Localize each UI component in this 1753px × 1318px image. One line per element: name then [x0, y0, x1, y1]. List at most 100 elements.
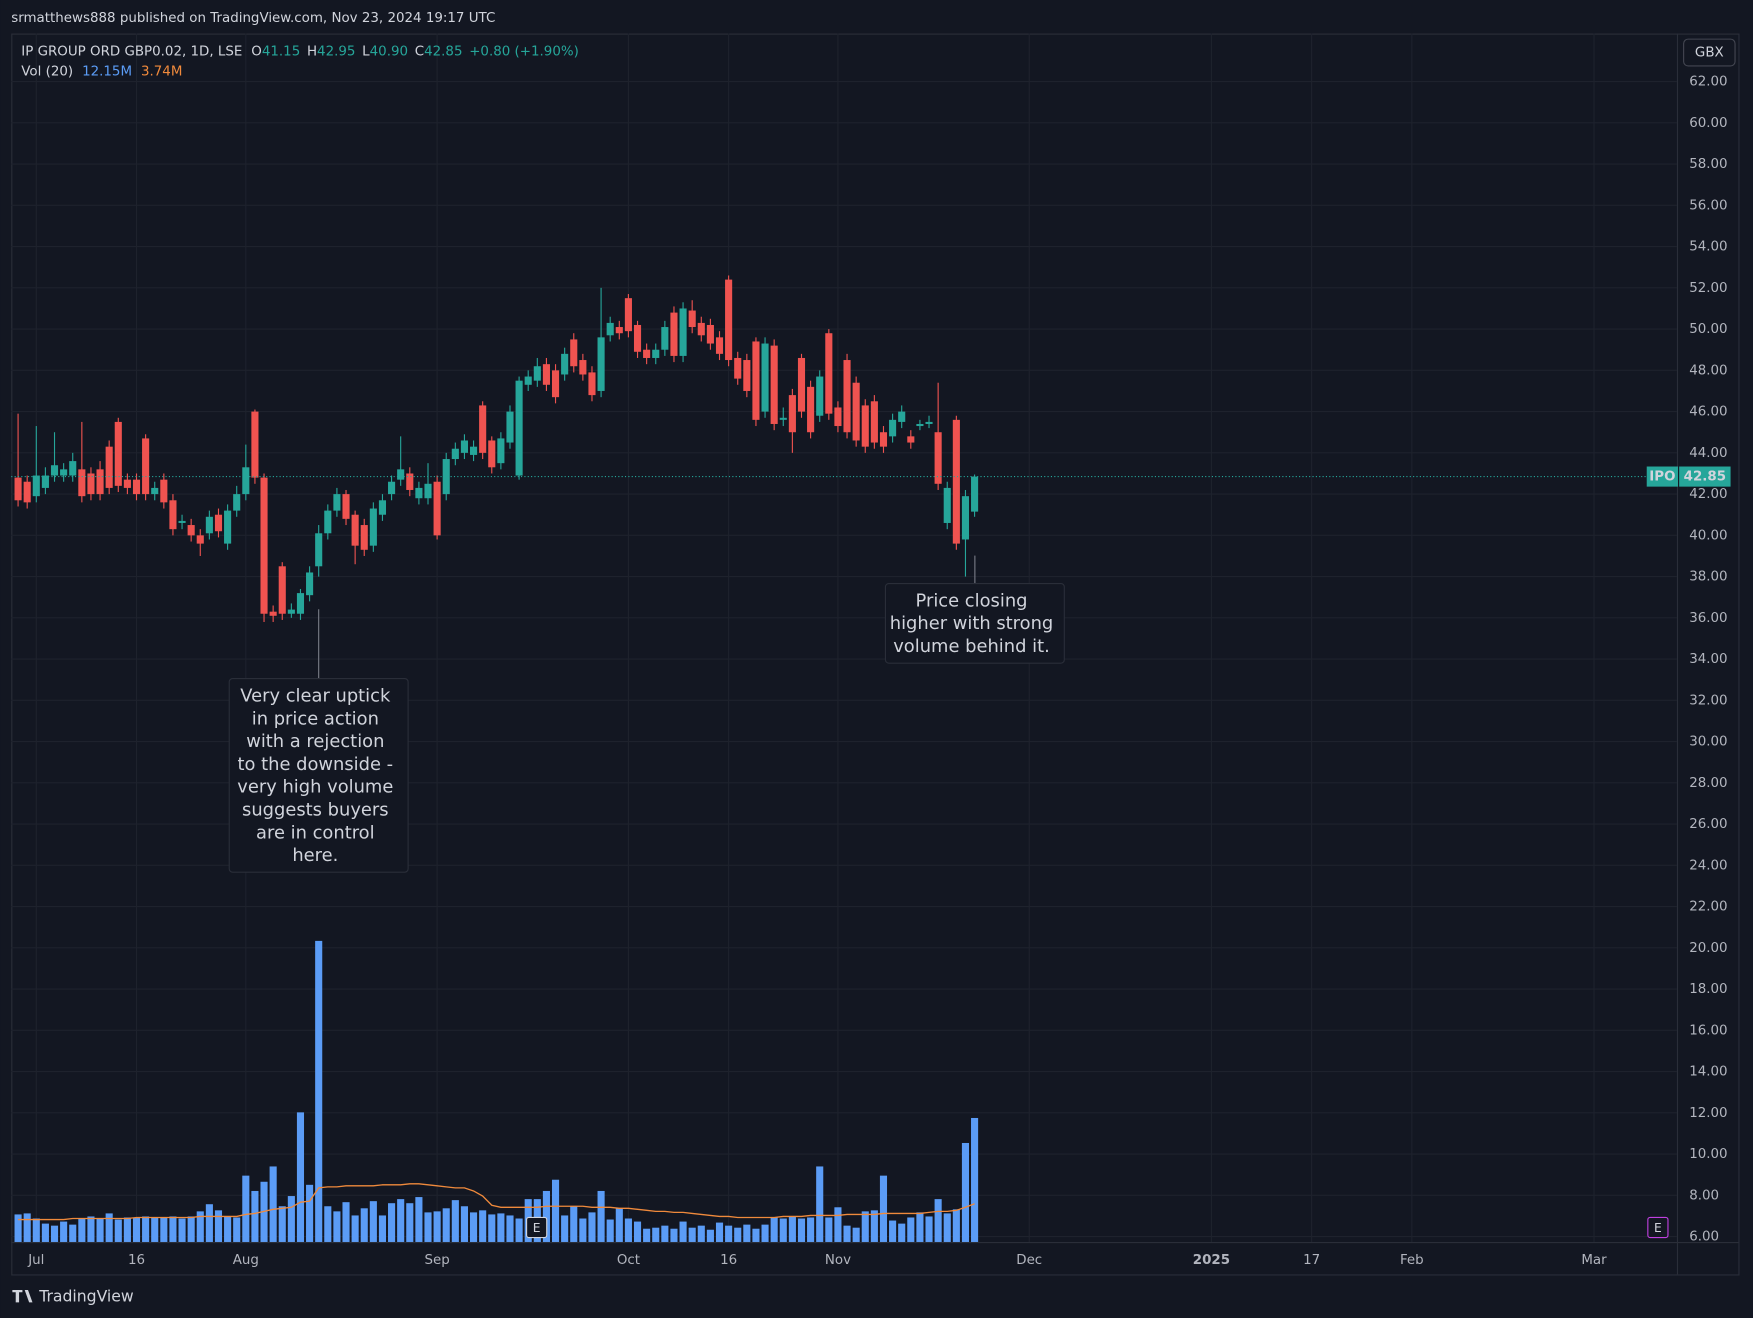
annotation-text: very high volume	[237, 777, 393, 798]
volume-bar	[23, 1213, 31, 1242]
candle-body	[470, 446, 478, 455]
volume-bar	[551, 1179, 560, 1242]
annotation-text: with a rejection	[246, 731, 384, 752]
candle-body	[579, 360, 587, 375]
candle-body	[415, 487, 423, 499]
candle-body	[60, 469, 68, 476]
y-tick-label: 16.00	[1689, 1023, 1727, 1038]
candle-body	[397, 469, 405, 480]
volume-bar	[78, 1218, 86, 1242]
candle-body	[770, 345, 778, 424]
candle-body	[151, 487, 159, 495]
candle-body	[734, 357, 742, 379]
volume-bar	[169, 1216, 177, 1242]
volume-bar	[661, 1225, 669, 1242]
volume-bar	[424, 1212, 432, 1242]
candle-body	[260, 477, 268, 614]
unit-box[interactable]	[1683, 38, 1736, 67]
ohlc-key: L	[362, 44, 370, 59]
volume-bar	[879, 1175, 888, 1242]
annotation-box	[884, 582, 1065, 664]
y-tick-label: 24.00	[1689, 858, 1727, 873]
grid	[11, 33, 1677, 1242]
candle-body	[615, 327, 623, 334]
candle-body	[369, 508, 377, 546]
candle-body	[315, 533, 323, 567]
candle-body	[251, 411, 259, 478]
candle-body	[779, 417, 787, 420]
volume-bar	[907, 1217, 915, 1242]
candle-body	[879, 432, 888, 447]
volume-bar	[688, 1227, 696, 1242]
volume-bar	[315, 940, 323, 1242]
ohlc-key: C	[415, 44, 424, 59]
volume-bar	[633, 1221, 642, 1242]
volume-bar	[761, 1224, 769, 1242]
volume-bar	[360, 1208, 368, 1242]
annotation-text: volume behind it.	[893, 636, 1050, 657]
x-tick-label: Nov	[825, 1253, 851, 1268]
candle-body	[132, 479, 141, 495]
price-badge-label: 42.85	[1684, 470, 1726, 485]
candle-body	[916, 423, 924, 427]
candle-body	[834, 407, 842, 427]
annotation-text: here.	[292, 845, 338, 866]
volume-bar	[69, 1224, 77, 1242]
volume-bar	[351, 1215, 359, 1242]
candle-body	[388, 481, 396, 495]
candle-body	[497, 438, 505, 464]
x-tick-label: Sep	[424, 1253, 449, 1268]
volume-bar	[287, 1196, 295, 1242]
volume-bar	[788, 1216, 796, 1242]
volume-bar	[205, 1204, 213, 1242]
candle-body	[925, 421, 933, 424]
volume-bar	[861, 1211, 869, 1242]
candle-body	[342, 494, 350, 519]
candle-body	[971, 476, 979, 512]
candle-body	[50, 465, 59, 476]
candle-body	[96, 469, 104, 495]
volume-bar	[679, 1221, 687, 1242]
unit-label: GBX	[1695, 46, 1724, 61]
candle-body	[32, 475, 40, 497]
candle-body	[843, 360, 851, 433]
candle-body	[196, 535, 204, 544]
candle-body	[351, 514, 359, 546]
volume-bar	[306, 1184, 314, 1242]
volume-bar	[624, 1218, 632, 1242]
volume-bar	[160, 1217, 168, 1242]
ohlc-value: 42.85	[424, 44, 462, 59]
candle-body	[679, 308, 687, 356]
candle-body	[661, 327, 669, 350]
volume-bar	[561, 1215, 569, 1242]
volume-bar	[442, 1208, 450, 1242]
volume-bar	[743, 1224, 751, 1242]
volume-bar	[770, 1217, 778, 1242]
y-tick-label: 56.00	[1689, 198, 1727, 213]
candle-body	[123, 479, 131, 488]
ohlc-key: O	[251, 44, 262, 59]
candle-body	[178, 520, 186, 523]
candle-body	[952, 419, 960, 544]
ohlc: O41.15 H42.95 L40.90 C42.85	[251, 44, 462, 59]
brand-logo	[12, 1290, 33, 1303]
volume-bar	[725, 1225, 733, 1242]
volume-bar	[952, 1209, 960, 1242]
volume-bar	[834, 1207, 842, 1242]
candle-body	[542, 364, 550, 385]
x-tick-label: 16	[128, 1253, 145, 1268]
candle-body	[460, 440, 468, 453]
y-tick-label: 14.00	[1689, 1065, 1727, 1080]
candle-body	[898, 411, 906, 422]
candle-body	[41, 475, 49, 488]
ma-last: 3.74M	[141, 65, 182, 80]
candle-body	[360, 525, 368, 550]
volume-bar	[242, 1175, 250, 1242]
candle-body	[433, 481, 441, 536]
annotation-text: are in control	[256, 822, 375, 843]
volume-bar	[943, 1213, 951, 1242]
candle-body	[943, 487, 951, 523]
volume-bar	[41, 1223, 49, 1242]
volume-bar	[342, 1202, 350, 1242]
volume-legend: Vol (20) 12.15M 3.74M	[21, 65, 182, 80]
